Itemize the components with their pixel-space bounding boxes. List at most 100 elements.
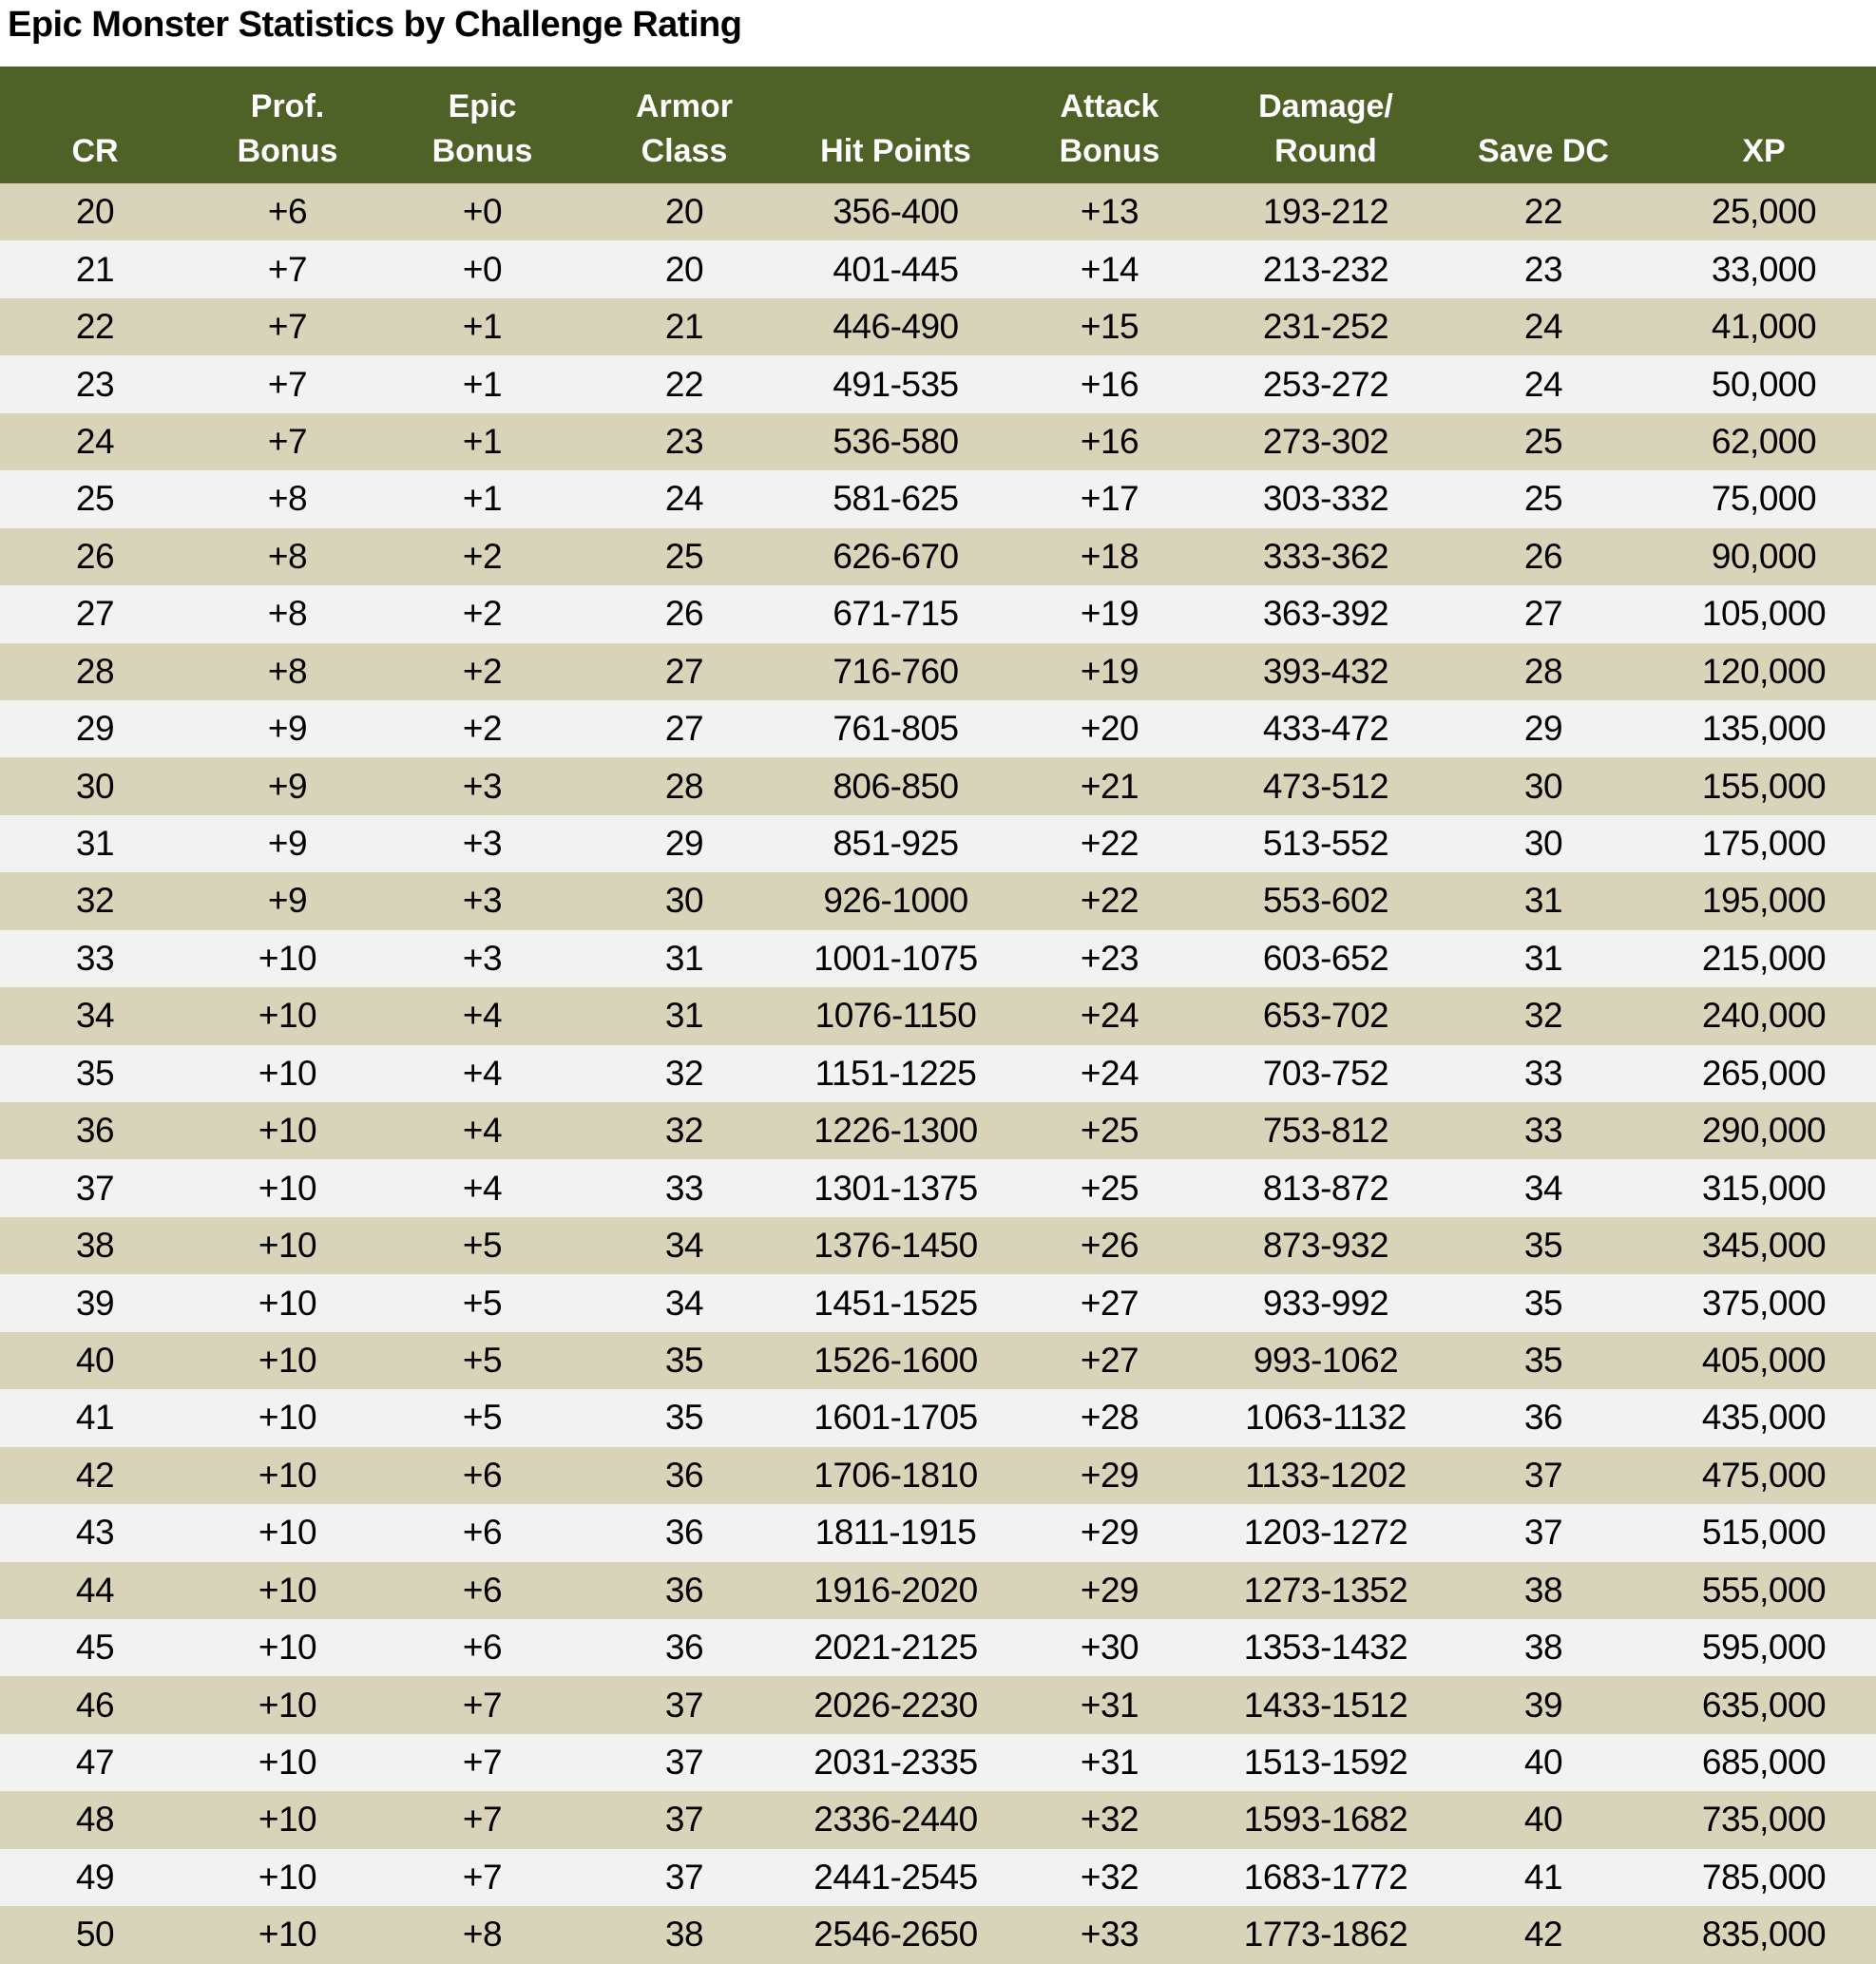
cell-cr: 39 <box>0 1274 190 1332</box>
cell-damage-round: 393-432 <box>1216 642 1435 700</box>
cell-armor-class: 29 <box>580 814 789 873</box>
col-header-epic-bonus: Epic Bonus <box>385 67 580 183</box>
cell-prof-bonus: +7 <box>190 412 385 471</box>
cell-xp: 25,000 <box>1652 183 1876 241</box>
cell-damage-round: 1133-1202 <box>1216 1446 1435 1505</box>
cell-attack-bonus: +19 <box>1003 642 1216 700</box>
cell-xp: 240,000 <box>1652 987 1876 1045</box>
cell-epic-bonus: +4 <box>385 987 580 1045</box>
cell-xp: 105,000 <box>1652 585 1876 643</box>
cell-damage-round: 933-992 <box>1216 1274 1435 1332</box>
cell-epic-bonus: +4 <box>385 1102 580 1160</box>
table-row-cr-38: 38 +10 +5 34 1376-1450 +26 873-932 35 345,000 <box>0 1216 1876 1275</box>
table-row-cr-42: 42 +10 +6 36 1706-1810 +29 1133-1202 37 475,000 <box>0 1446 1876 1505</box>
cell-cr: 27 <box>0 585 190 643</box>
cell-armor-class: 34 <box>580 1274 789 1332</box>
cell-attack-bonus: +19 <box>1003 585 1216 643</box>
cell-save-dc: 38 <box>1435 1618 1652 1677</box>
cell-damage-round: 603-652 <box>1216 929 1435 988</box>
cell-hit-points: 2336-2440 <box>789 1791 1003 1849</box>
cell-attack-bonus: +25 <box>1003 1159 1216 1217</box>
col-header-cr: CR <box>0 67 190 183</box>
cell-attack-bonus: +27 <box>1003 1274 1216 1332</box>
cell-cr: 23 <box>0 355 190 413</box>
col-header-hit-points: Hit Points <box>789 67 1003 183</box>
table-row-cr-20: 20 +6 +0 20 356-400 +13 193-212 22 25,000 <box>0 183 1876 241</box>
cell-save-dc: 31 <box>1435 929 1652 988</box>
cell-save-dc: 33 <box>1435 1044 1652 1102</box>
cell-save-dc: 38 <box>1435 1561 1652 1619</box>
cell-attack-bonus: +27 <box>1003 1331 1216 1390</box>
cell-damage-round: 1683-1772 <box>1216 1848 1435 1907</box>
cell-hit-points: 491-535 <box>789 355 1003 413</box>
cell-epic-bonus: +4 <box>385 1044 580 1102</box>
cell-armor-class: 36 <box>580 1561 789 1619</box>
col-header-xp: XP <box>1652 67 1876 183</box>
cell-epic-bonus: +5 <box>385 1216 580 1275</box>
cell-epic-bonus: +6 <box>385 1504 580 1562</box>
table-row-cr-40: 40 +10 +5 35 1526-1600 +27 993-1062 35 405,000 <box>0 1331 1876 1390</box>
table-row-cr-45: 45 +10 +6 36 2021-2125 +30 1353-1432 38 595,000 <box>0 1618 1876 1677</box>
cell-damage-round: 873-932 <box>1216 1216 1435 1275</box>
col-header-save-dc: Save DC <box>1435 67 1652 183</box>
cell-cr: 37 <box>0 1159 190 1217</box>
cell-cr: 28 <box>0 642 190 700</box>
cell-save-dc: 37 <box>1435 1446 1652 1505</box>
cell-cr: 38 <box>0 1216 190 1275</box>
cell-hit-points: 1301-1375 <box>789 1159 1003 1217</box>
cell-attack-bonus: +23 <box>1003 929 1216 988</box>
cell-armor-class: 37 <box>580 1733 789 1792</box>
table-row-cr-22: 22 +7 +1 21 446-490 +15 231-252 24 41,000 <box>0 297 1876 356</box>
cell-damage-round: 473-512 <box>1216 757 1435 815</box>
table-row-cr-32: 32 +9 +3 30 926-1000 +22 553-602 31 195,000 <box>0 872 1876 930</box>
cell-save-dc: 35 <box>1435 1216 1652 1275</box>
cell-cr: 35 <box>0 1044 190 1102</box>
cell-attack-bonus: +17 <box>1003 470 1216 528</box>
cell-prof-bonus: +10 <box>190 1504 385 1562</box>
cell-xp: 345,000 <box>1652 1216 1876 1275</box>
cell-damage-round: 231-252 <box>1216 297 1435 356</box>
cell-epic-bonus: +3 <box>385 929 580 988</box>
cell-armor-class: 27 <box>580 699 789 758</box>
cell-prof-bonus: +8 <box>190 470 385 528</box>
col-header-attack-bonus: Attack Bonus <box>1003 67 1216 183</box>
cell-epic-bonus: +6 <box>385 1618 580 1677</box>
cell-hit-points: 2026-2230 <box>789 1676 1003 1734</box>
cell-xp: 475,000 <box>1652 1446 1876 1505</box>
cell-armor-class: 34 <box>580 1216 789 1275</box>
table-row-cr-33: 33 +10 +3 31 1001-1075 +23 603-652 31 215,000 <box>0 929 1876 988</box>
cell-prof-bonus: +8 <box>190 642 385 700</box>
epic-monster-stats-table: CR Prof. Bonus Epic Bonus Armor Class Hit Po… <box>0 67 1876 1964</box>
cell-save-dc: 22 <box>1435 183 1652 241</box>
table-row-cr-44: 44 +10 +6 36 1916-2020 +29 1273-1352 38 555,000 <box>0 1561 1876 1619</box>
cell-save-dc: 36 <box>1435 1389 1652 1447</box>
table-row-cr-30: 30 +9 +3 28 806-850 +21 473-512 30 155,000 <box>0 757 1876 815</box>
cell-save-dc: 32 <box>1435 987 1652 1045</box>
table-row-cr-25: 25 +8 +1 24 581-625 +17 303-332 25 75,000 <box>0 470 1876 528</box>
table-row-cr-24: 24 +7 +1 23 536-580 +16 273-302 25 62,000 <box>0 412 1876 471</box>
cell-armor-class: 23 <box>580 412 789 471</box>
cell-prof-bonus: +10 <box>190 1906 385 1964</box>
cell-damage-round: 993-1062 <box>1216 1331 1435 1390</box>
cell-epic-bonus: +2 <box>385 699 580 758</box>
cell-epic-bonus: +6 <box>385 1446 580 1505</box>
cell-damage-round: 213-232 <box>1216 240 1435 298</box>
cell-xp: 435,000 <box>1652 1389 1876 1447</box>
cell-prof-bonus: +10 <box>190 1791 385 1849</box>
cell-xp: 735,000 <box>1652 1791 1876 1849</box>
cell-cr: 49 <box>0 1848 190 1907</box>
cell-hit-points: 401-445 <box>789 240 1003 298</box>
cell-save-dc: 35 <box>1435 1274 1652 1332</box>
cell-prof-bonus: +7 <box>190 355 385 413</box>
cell-xp: 41,000 <box>1652 297 1876 356</box>
cell-save-dc: 24 <box>1435 355 1652 413</box>
table-row-cr-49: 49 +10 +7 37 2441-2545 +32 1683-1772 41 785,000 <box>0 1848 1876 1907</box>
cell-xp: 215,000 <box>1652 929 1876 988</box>
cell-prof-bonus: +10 <box>190 1216 385 1275</box>
cell-save-dc: 29 <box>1435 699 1652 758</box>
cell-xp: 120,000 <box>1652 642 1876 700</box>
cell-attack-bonus: +29 <box>1003 1446 1216 1505</box>
cell-save-dc: 25 <box>1435 470 1652 528</box>
cell-cr: 26 <box>0 527 190 586</box>
cell-prof-bonus: +10 <box>190 1733 385 1792</box>
